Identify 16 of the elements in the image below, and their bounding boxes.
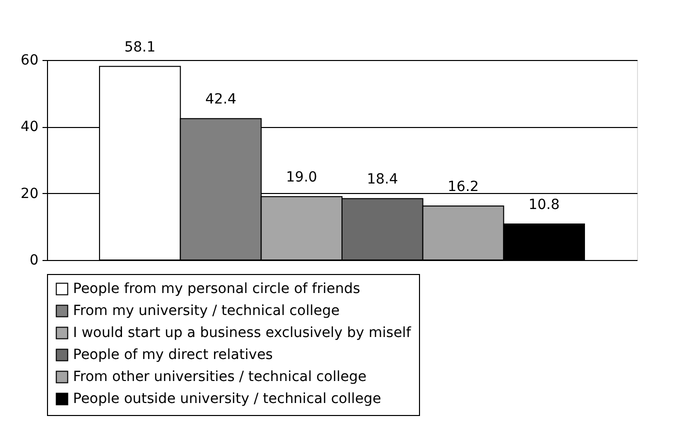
legend-label: From my university / technical college (73, 303, 340, 319)
legend-label: People outside university / technical college (73, 391, 382, 407)
text: 19.0 (286, 170, 318, 186)
text: 10.8 (528, 197, 560, 213)
legend-label: People of my direct relatives (73, 347, 273, 363)
text: 18.4 (366, 172, 398, 188)
text: 16.2 (448, 179, 479, 195)
y-tick-label: 40 (20, 119, 38, 136)
text: 42.4 (205, 92, 236, 108)
legend-label: People from my personal circle of friends (73, 281, 360, 297)
y-tick-label: 0 (30, 252, 38, 268)
y-tick-label: 20 (20, 186, 38, 202)
legend-label: From other universities / technical college (73, 369, 366, 385)
y-tick-label: 60 (20, 52, 38, 68)
legend-label: I would start up a business exclusively by miself (73, 325, 412, 341)
text: 58.1 (124, 39, 156, 56)
